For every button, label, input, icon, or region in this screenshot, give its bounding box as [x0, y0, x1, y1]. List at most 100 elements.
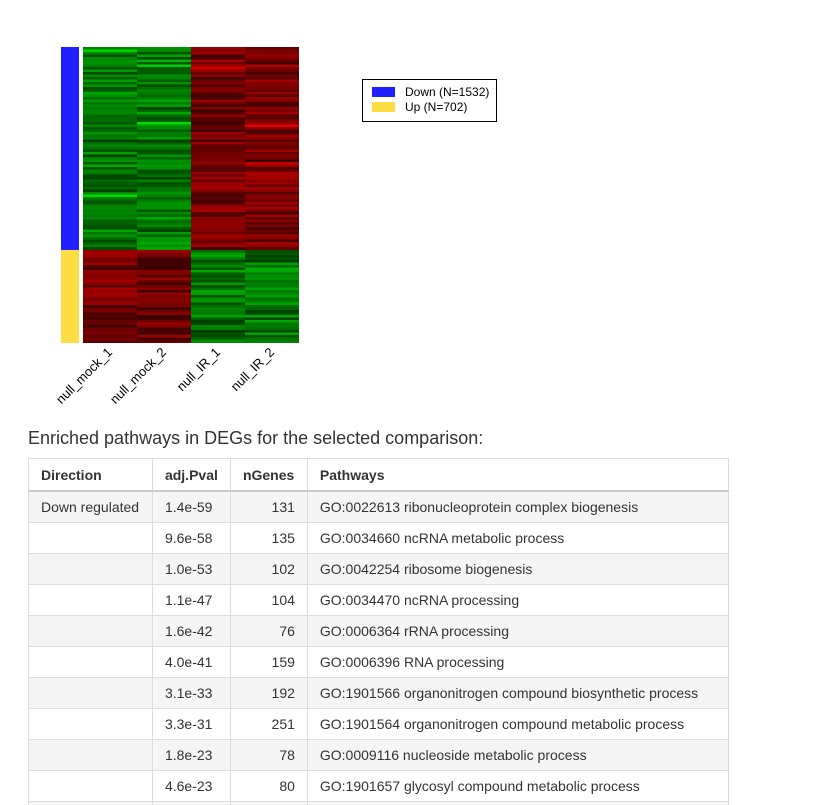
- heatmap-stripe: [137, 262, 191, 265]
- heatmap-stripe: [137, 294, 191, 298]
- heatmap-stripe: [191, 164, 245, 167]
- heatmap-stripe: [191, 69, 245, 72]
- table-row: 1.0e-53 102 GO:0042254 ribosome biogenesis: [28, 553, 729, 585]
- heatmap-stripe: [245, 157, 299, 160]
- heatmap-stripe: [191, 129, 245, 132]
- heatmap-stripe: [191, 312, 245, 315]
- heatmap-stripe: [83, 74, 137, 77]
- heatmap-stripe: [83, 77, 137, 80]
- heatmap-stripe: [245, 302, 299, 305]
- table-row: 1.1e-47 104 GO:0034470 ncRNA processing: [28, 584, 729, 616]
- cell-ngenes: 131: [229, 490, 308, 523]
- pathways-table-container: Direction adj.Pval nGenes Pathways Down …: [28, 458, 729, 805]
- column-header-ngenes[interactable]: nGenes: [229, 458, 308, 492]
- heatmap-stripe: [137, 319, 191, 323]
- heatmap-stripe: [245, 327, 299, 330]
- column-header-adj-pval[interactable]: adj.Pval: [151, 458, 231, 492]
- heatmap-stripe: [191, 172, 245, 175]
- heatmap-stripe: [191, 332, 245, 335]
- heatmap-stripe: [191, 47, 245, 50]
- heatmap-stripe: [245, 172, 299, 175]
- heatmap-stripe: [137, 322, 191, 325]
- heatmap-stripe: [83, 177, 137, 180]
- heatmap-stripe: [83, 292, 137, 295]
- heatmap-stripe: [83, 327, 137, 330]
- heatmap-stripe: [245, 159, 299, 162]
- heatmap-stripe: [137, 177, 191, 180]
- heatmap-stripe: [137, 284, 191, 288]
- table-row: 9.6e-58 135 GO:0034660 ncRNA metabolic pro…: [28, 522, 729, 554]
- heatmap-stripe: [83, 62, 137, 65]
- heatmap-stripe: [83, 309, 137, 313]
- cell-ngenes: 135: [229, 522, 308, 554]
- heatmap-stripe: [191, 142, 245, 145]
- heatmap-stripe: [245, 262, 299, 265]
- heatmap-stripe: [137, 189, 191, 192]
- column-label-4: null_IR_2: [228, 345, 277, 394]
- table-row: 3.1e-33 192 GO:1901566 organonitrogen comp…: [28, 677, 729, 709]
- column-header-direction[interactable]: Direction: [28, 458, 153, 492]
- heatmap-stripe: [191, 194, 245, 197]
- heatmap-stripe: [191, 189, 245, 192]
- heatmap-stripe: [137, 299, 191, 303]
- heatmap-stripe: [245, 282, 299, 285]
- heatmap-stripe: [83, 89, 137, 92]
- heatmap-stripe: [245, 49, 299, 52]
- heatmap-stripe: [83, 79, 137, 82]
- heatmap-stripe: [137, 72, 191, 75]
- heatmap-stripe: [83, 107, 137, 110]
- heatmap-stripe: [245, 67, 299, 70]
- heatmap-stripe: [83, 87, 137, 90]
- heatmap-stripe: [245, 269, 299, 273]
- heatmap-stripe: [83, 254, 137, 258]
- heatmap-stripe: [83, 314, 137, 318]
- heatmap-stripe: [191, 87, 245, 90]
- heatmap-stripe: [137, 267, 191, 270]
- heatmap-stripe: [245, 117, 299, 120]
- cell-adj-pval: 4.6e-23: [151, 770, 231, 802]
- heatmap-stripe: [245, 137, 299, 140]
- column-header-pathways[interactable]: Pathways: [306, 458, 729, 492]
- heatmap-stripe: [137, 154, 191, 157]
- heatmap-stripe: [245, 212, 299, 215]
- heatmap-stripe: [83, 54, 137, 57]
- heatmap-stripe: [137, 172, 191, 175]
- heatmap-stripe: [191, 232, 245, 235]
- heatmap-stripe: [191, 159, 245, 162]
- cell-pathway: GO:0006396 RNA processing: [306, 646, 729, 678]
- cell-adj-pval: 1.8e-23: [151, 739, 231, 771]
- cell-direction: [28, 677, 153, 709]
- heatmap-stripe: [137, 199, 191, 202]
- heatmap-stripe: [191, 289, 245, 293]
- heatmap-stripe: [83, 82, 137, 85]
- cell-adj-pval: 9.6e-58: [151, 522, 231, 554]
- cell-pathway: GO:0022613 ribonucleoprotein complex bio…: [306, 490, 729, 523]
- heatmap-stripe: [245, 87, 299, 90]
- heatmap-stripe: [83, 127, 137, 130]
- heatmap-stripe: [83, 64, 137, 67]
- heatmap-stripe: [245, 197, 299, 200]
- heatmap-stripe: [191, 127, 245, 130]
- heatmap-stripe: [137, 202, 191, 205]
- heatmap-stripe: [83, 257, 137, 260]
- heatmap-stripe: [191, 329, 245, 333]
- heatmap-stripe: [191, 147, 245, 150]
- heatmap-stripe: [245, 109, 299, 112]
- heatmap-stripe: [137, 192, 191, 195]
- heatmap-stripe: [83, 287, 137, 290]
- heatmap-stripe: [137, 157, 191, 160]
- heatmap-stripe: [245, 277, 299, 280]
- heatmap-stripe: [137, 212, 191, 215]
- cell-direction: [28, 615, 153, 647]
- heatmap-stripe: [83, 329, 137, 333]
- heatmap-stripe: [191, 252, 245, 255]
- heatmap-stripe: [191, 94, 245, 97]
- heatmap-stripe: [191, 114, 245, 117]
- heatmap-stripe: [245, 244, 299, 247]
- heatmap-stripe: [191, 299, 245, 303]
- heatmap-stripe: [191, 57, 245, 60]
- heatmap-stripe: [191, 204, 245, 207]
- cell-adj-pval: 1.0e-53: [151, 553, 231, 585]
- heatmap-stripe: [191, 272, 245, 275]
- heatmap-stripe: [83, 269, 137, 273]
